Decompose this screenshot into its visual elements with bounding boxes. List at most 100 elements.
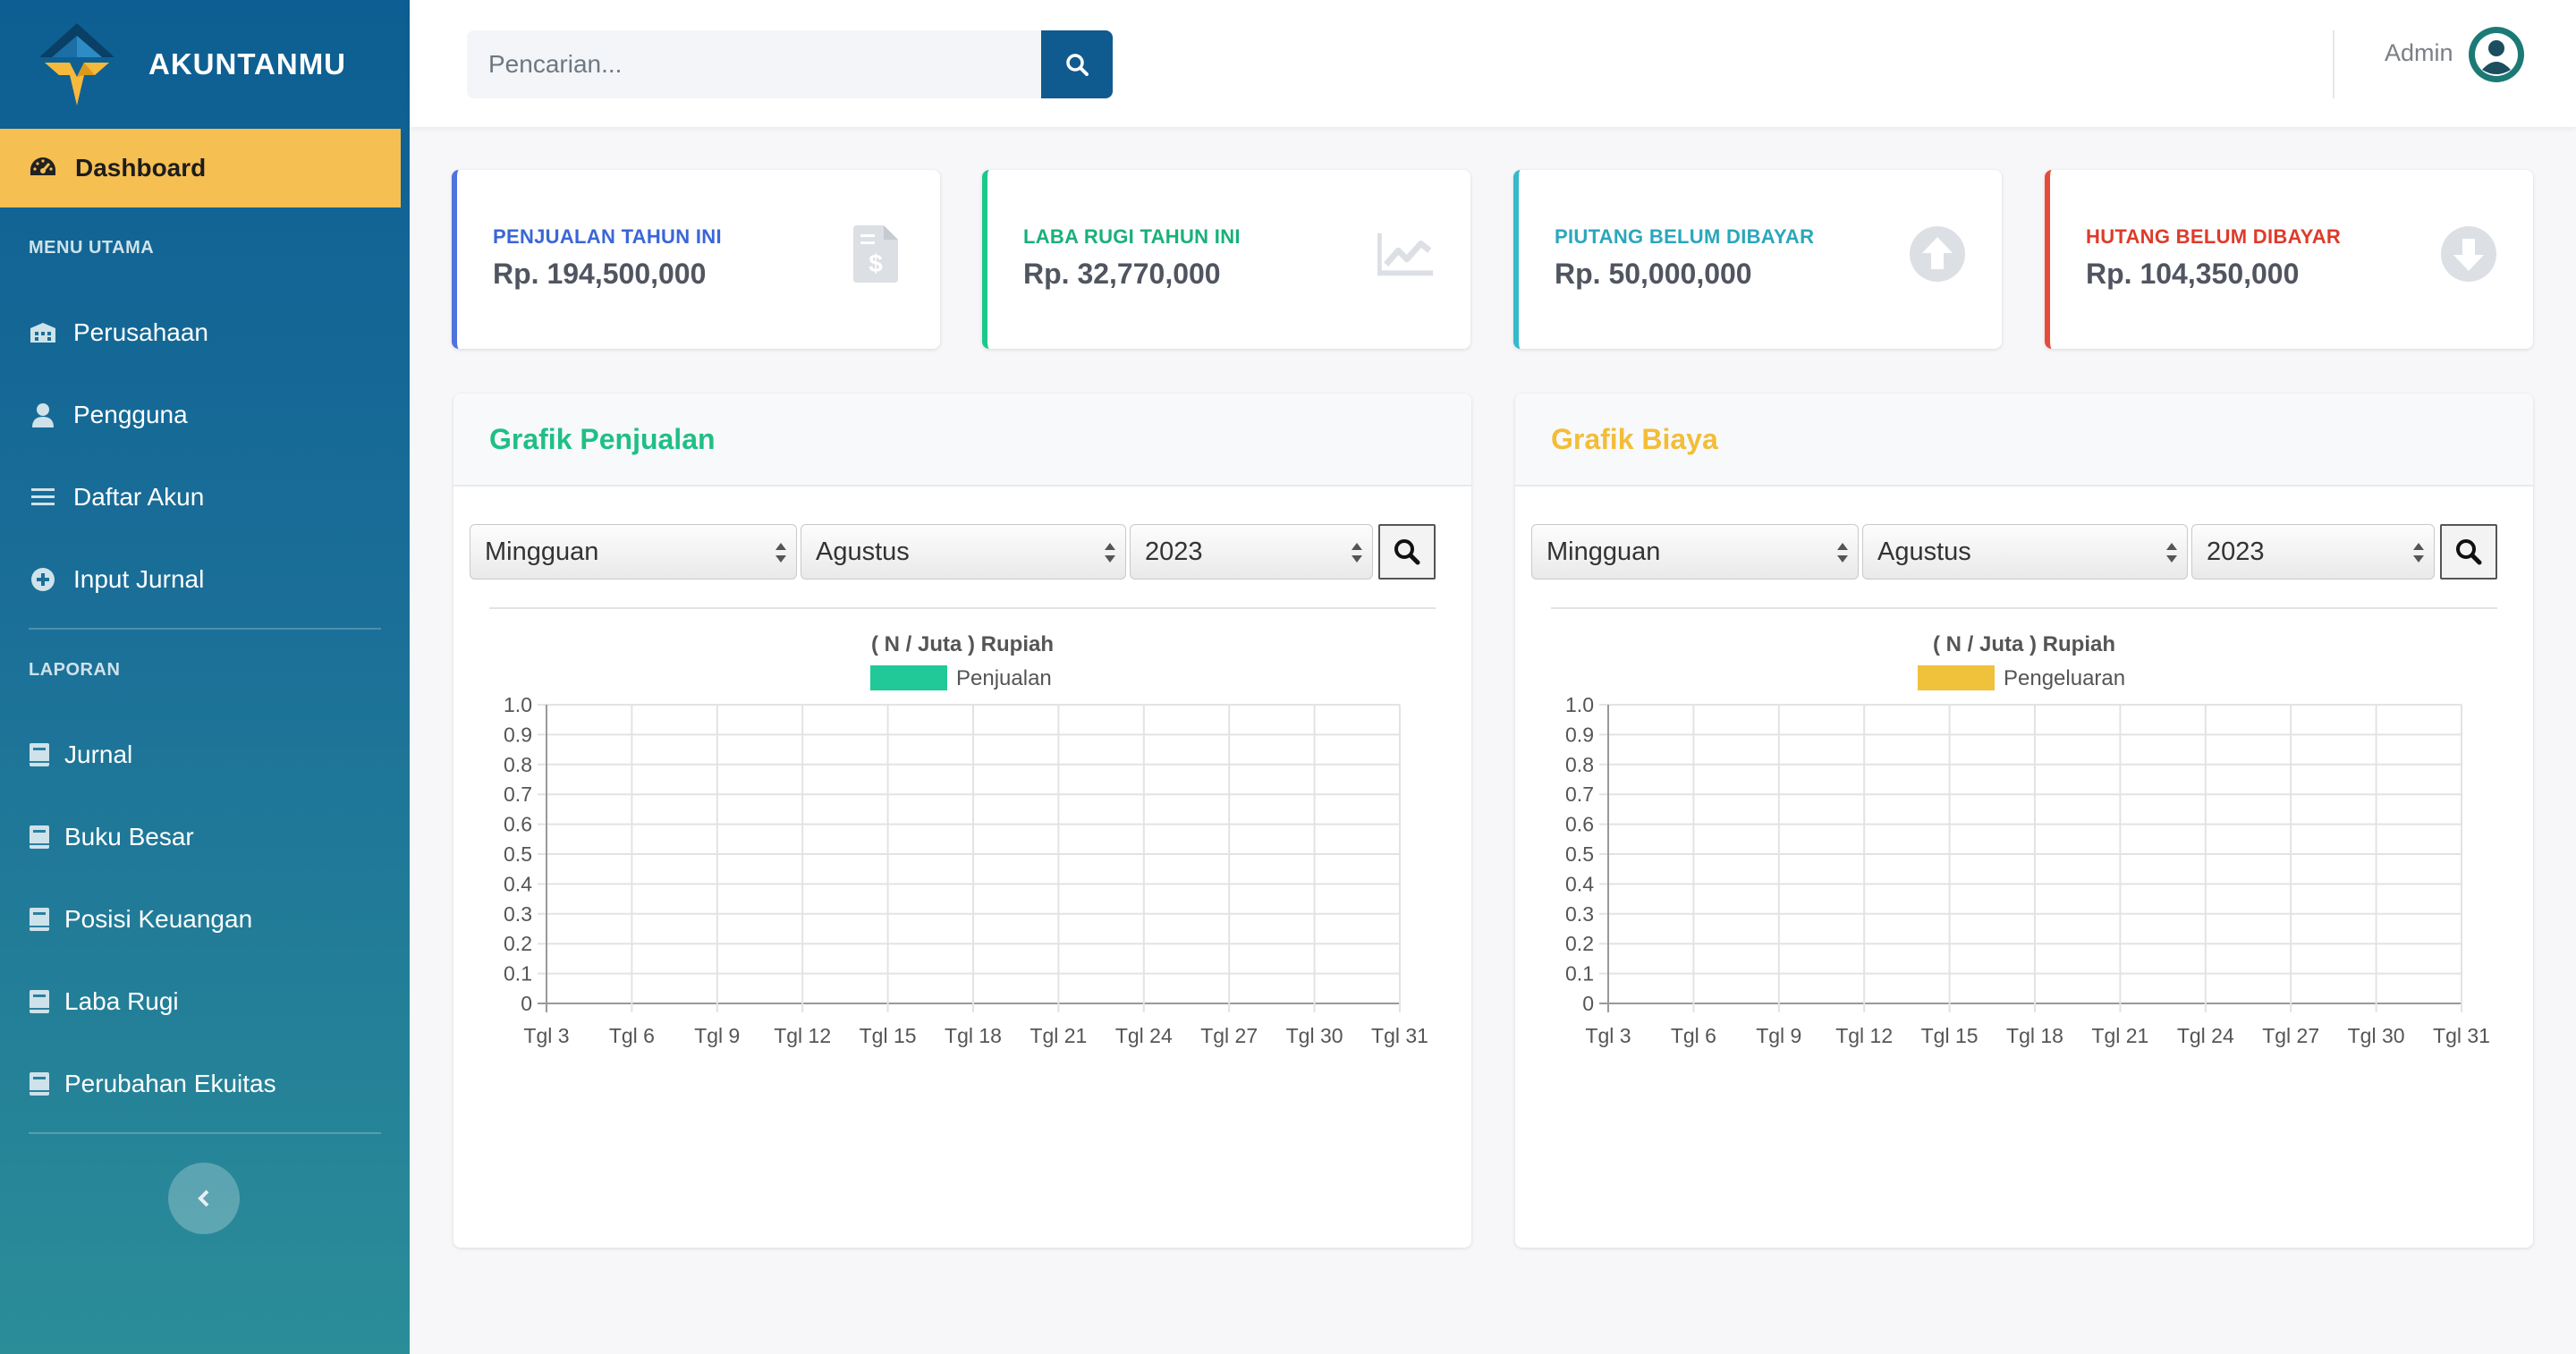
nav-dashboard-label: Dashboard [75, 154, 207, 182]
search-bar [467, 30, 1113, 98]
period-select[interactable]: Mingguan [470, 524, 797, 580]
nav-perubahan-ekuitas[interactable]: Perubahan Ekuitas [29, 1057, 386, 1111]
y-tick-label: 1.0 [504, 693, 532, 716]
panel-header: Grafik Penjualan [453, 394, 1471, 487]
nav-daftar-akun[interactable]: Daftar Akun [29, 470, 386, 524]
book-icon [29, 740, 50, 769]
search-button[interactable] [1041, 30, 1113, 98]
nav-perusahaan[interactable]: Perusahaan [29, 306, 386, 360]
month-select-value: Agustus [816, 537, 910, 566]
stat-label: HUTANG BELUM DIBAYAR [2086, 225, 2342, 248]
nav-daftar-akun-label: Daftar Akun [73, 483, 205, 511]
y-tick-label: 0.2 [1565, 932, 1594, 955]
year-select-value: 2023 [1145, 537, 1203, 566]
stat-value: Rp. 194,500,000 [493, 258, 707, 290]
x-tick-label: Tgl 12 [1835, 1024, 1893, 1047]
nav-pengguna[interactable]: Pengguna [29, 388, 386, 442]
x-tick-label: Tgl 12 [774, 1024, 831, 1047]
year-select[interactable]: 2023 [2191, 524, 2435, 580]
month-select[interactable]: Agustus [1862, 524, 2188, 580]
nav-perusahaan-label: Perusahaan [73, 318, 209, 346]
nav-laba-rugi[interactable]: Laba Rugi [29, 975, 386, 1028]
period-select[interactable]: Mingguan [1531, 524, 1859, 580]
nav-posisi-keuangan[interactable]: Posisi Keuangan [29, 893, 386, 946]
chart-title: ( N / Juta ) Rupiah [871, 632, 1054, 656]
arrow-down-circle-icon [2440, 225, 2497, 283]
x-tick-label: Tgl 31 [1371, 1024, 1428, 1047]
section-laporan: LAPORAN [29, 660, 121, 680]
chart-penjualan: ( N / Juta ) Rupiah Penjualan 0 0.1 0.2 0.3 0.… [504, 632, 1428, 1047]
x-tick-label: Tgl 3 [1585, 1024, 1631, 1047]
x-tick-label: Tgl 6 [609, 1024, 655, 1047]
x-tick-label: Tgl 21 [2091, 1024, 2148, 1047]
sidebar-divider [29, 1132, 381, 1134]
book-icon [29, 987, 50, 1016]
panel-divider [489, 607, 1436, 609]
y-tick-label: 0.7 [1565, 783, 1594, 806]
nav-dashboard[interactable]: Dashboard [0, 129, 401, 207]
y-tick-label: 0 [1582, 992, 1594, 1015]
stat-card-hutang: HUTANG BELUM DIBAYAR Rp. 104,350,000 [2045, 170, 2533, 349]
x-tick-label: Tgl 31 [2433, 1024, 2490, 1047]
nav-jurnal-label: Jurnal [64, 740, 133, 768]
x-tick-label: Tgl 27 [2262, 1024, 2319, 1047]
sidebar-toggle-button[interactable] [168, 1163, 240, 1234]
year-select[interactable]: 2023 [1130, 524, 1373, 580]
nav-perubahan-ekuitas-label: Perubahan Ekuitas [64, 1070, 276, 1097]
month-select[interactable]: Agustus [801, 524, 1126, 580]
stat-card-penjualan: PENJUALAN TAHUN INI Rp. 194,500,000 $ [452, 170, 940, 349]
nav-posisi-keuangan-label: Posisi Keuangan [64, 905, 253, 933]
month-select-value: Agustus [1877, 537, 1971, 566]
legend-label: Penjualan [956, 666, 1052, 690]
filter-search-button[interactable] [1378, 524, 1436, 580]
y-tick-label: 0.1 [1565, 962, 1594, 986]
select-arrows-icon [1105, 543, 1115, 563]
user-icon [29, 401, 57, 429]
legend-swatch [1918, 665, 1995, 690]
x-tick-label: Tgl 30 [1286, 1024, 1343, 1047]
y-tick-label: 0.8 [504, 753, 532, 776]
y-tick-label: 1.0 [1565, 693, 1594, 716]
y-tick-label: 0.4 [504, 872, 532, 895]
brand[interactable]: AKUNTANMU [0, 0, 410, 128]
nav-buku-besar[interactable]: Buku Besar [29, 810, 386, 864]
select-arrows-icon [2166, 543, 2177, 563]
avatar[interactable] [2467, 25, 2526, 84]
user-name[interactable]: Admin [2385, 39, 2453, 66]
topbar: Admin [410, 0, 2576, 127]
x-tick-label: Tgl 3 [523, 1024, 569, 1047]
panel-grafik-penjualan: Grafik Penjualan Mingguan Agustus 2023 (… [453, 394, 1471, 1248]
x-tick-label: Tgl 24 [1115, 1024, 1173, 1047]
chart-title: ( N / Juta ) Rupiah [1933, 632, 2115, 656]
stat-card-laba-rugi: LABA RUGI TAHUN INI Rp. 32,770,000 [982, 170, 1470, 349]
arrow-up-circle-icon [1909, 225, 1966, 283]
chart-biaya: ( N / Juta ) Rupiah Pengeluaran 0 0.1 0.2 0.3… [1565, 632, 2490, 1047]
nav-input-jurnal-label: Input Jurnal [73, 565, 205, 593]
search-input[interactable] [467, 30, 1043, 98]
panel-grafik-biaya: Grafik Biaya Mingguan Agustus 2023 ( N /… [1515, 394, 2533, 1248]
section-menu-utama: MENU UTAMA [29, 238, 155, 258]
y-tick-label: 0.9 [1565, 723, 1594, 746]
y-tick-label: 0.2 [504, 932, 532, 955]
x-tick-label: Tgl 9 [1756, 1024, 1801, 1047]
nav-input-jurnal[interactable]: Input Jurnal [29, 553, 386, 606]
y-tick-label: 0.3 [1565, 902, 1594, 926]
book-icon [29, 823, 50, 851]
select-arrows-icon [2413, 543, 2424, 563]
legend-swatch [870, 665, 947, 690]
x-tick-label: Tgl 9 [694, 1024, 740, 1047]
x-tick-label: Tgl 6 [1671, 1024, 1716, 1047]
x-tick-label: Tgl 27 [1200, 1024, 1258, 1047]
y-tick-label: 0.3 [504, 902, 532, 926]
sidebar: AKUNTANMU Dashboard MENU UTAMA Perusahaa… [0, 0, 410, 1354]
select-arrows-icon [1837, 543, 1848, 563]
stat-label: PENJUALAN TAHUN INI [493, 225, 722, 248]
y-tick-label: 0 [521, 992, 532, 1015]
y-tick-label: 0.6 [504, 813, 532, 836]
nav-jurnal[interactable]: Jurnal [29, 728, 386, 782]
x-tick-label: Tgl 15 [1921, 1024, 1979, 1047]
x-tick-label: Tgl 21 [1030, 1024, 1087, 1047]
building-icon [29, 318, 57, 347]
filter-search-button[interactable] [2440, 524, 2497, 580]
y-tick-label: 0.9 [504, 723, 532, 746]
